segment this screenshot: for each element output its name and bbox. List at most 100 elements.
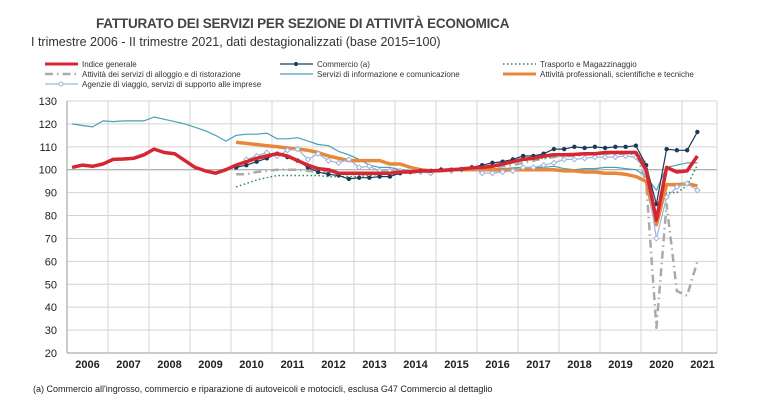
data-point bbox=[674, 148, 680, 153]
data-point bbox=[654, 201, 659, 207]
legend-label: Commercio (a) bbox=[317, 60, 370, 69]
legend-label: Attività dei servizi di alloggio e di ri… bbox=[82, 70, 241, 79]
x-tick-label: 2020 bbox=[649, 359, 673, 371]
data-point bbox=[254, 159, 259, 164]
y-tick-label: 20 bbox=[45, 348, 57, 360]
data-point bbox=[591, 153, 599, 161]
y-tick-label: 50 bbox=[45, 279, 57, 291]
data-point bbox=[490, 160, 495, 166]
data-point bbox=[519, 164, 527, 171]
data-point bbox=[592, 144, 598, 150]
data-point bbox=[571, 156, 578, 163]
data-point bbox=[315, 169, 321, 175]
data-point bbox=[633, 143, 639, 148]
data-point bbox=[489, 169, 496, 177]
y-tick-label: 40 bbox=[45, 302, 57, 314]
data-point bbox=[325, 157, 332, 164]
data-point bbox=[366, 163, 373, 170]
data-point bbox=[244, 162, 249, 168]
data-point bbox=[294, 145, 301, 153]
x-tick-label: 2011 bbox=[281, 359, 305, 371]
data-point bbox=[694, 187, 701, 194]
legend-marker bbox=[294, 62, 298, 66]
data-point bbox=[314, 150, 322, 157]
legend-label: Trasporto e Magazzinaggio bbox=[540, 60, 637, 69]
data-point bbox=[356, 175, 362, 180]
data-point bbox=[622, 152, 629, 160]
x-tick-label: 2018 bbox=[567, 359, 591, 371]
legend-label: Servizi di informazione e comunicazione bbox=[317, 70, 460, 79]
series-line-4 bbox=[72, 116, 698, 191]
data-point bbox=[346, 176, 352, 182]
x-tick-label: 2015 bbox=[444, 359, 468, 371]
series-line-5 bbox=[235, 140, 698, 227]
y-tick-label: 80 bbox=[45, 211, 57, 223]
data-point bbox=[582, 145, 587, 151]
x-tick-label: 2012 bbox=[321, 359, 345, 371]
series-line-0 bbox=[71, 147, 699, 222]
data-point bbox=[581, 155, 588, 162]
y-tick-label: 130 bbox=[39, 96, 57, 108]
x-tick-label: 2007 bbox=[116, 359, 140, 371]
data-point bbox=[550, 159, 558, 167]
data-point bbox=[601, 153, 609, 161]
data-point bbox=[335, 159, 342, 167]
data-point bbox=[530, 164, 537, 171]
data-point bbox=[387, 174, 393, 179]
x-tick-label: 2006 bbox=[75, 359, 99, 371]
legend-label: Agenzie di viaggio, servizi di supporto … bbox=[82, 80, 262, 89]
y-tick-label: 30 bbox=[45, 325, 57, 337]
data-point bbox=[560, 156, 568, 163]
data-point bbox=[623, 144, 628, 150]
y-tick-label: 60 bbox=[45, 256, 57, 268]
data-point bbox=[551, 146, 557, 152]
data-point bbox=[613, 144, 618, 150]
data-point bbox=[602, 145, 608, 151]
data-point bbox=[653, 235, 660, 242]
chart-title: FATTURATO DEI SERVIZI PER SEZIONE DI ATT… bbox=[96, 16, 510, 31]
y-tick-label: 110 bbox=[39, 142, 57, 154]
data-point bbox=[499, 168, 506, 176]
legend-label: Indice generale bbox=[82, 60, 137, 69]
data-point bbox=[367, 175, 372, 180]
data-point bbox=[540, 161, 547, 169]
x-tick-label: 2008 bbox=[157, 359, 181, 371]
data-point bbox=[326, 172, 331, 177]
data-point bbox=[561, 146, 567, 152]
x-tick-label: 2019 bbox=[608, 359, 632, 371]
footnote: (a) Commercio all'ingrosso, commercio e … bbox=[33, 384, 493, 394]
data-point bbox=[509, 167, 517, 175]
data-point bbox=[284, 147, 291, 154]
chart-subtitle: I trimestre 2006 - II trimestre 2021, da… bbox=[31, 35, 441, 49]
x-tick-label: 2021 bbox=[690, 359, 714, 371]
x-tick-label: 2009 bbox=[198, 359, 222, 371]
data-point bbox=[572, 144, 577, 150]
data-point bbox=[345, 156, 353, 163]
series-line-3 bbox=[236, 152, 699, 330]
legend-marker bbox=[58, 81, 64, 87]
data-point bbox=[683, 180, 691, 187]
x-tick-label: 2016 bbox=[485, 359, 509, 371]
y-tick-label: 90 bbox=[45, 188, 57, 200]
data-point bbox=[664, 146, 669, 152]
x-tick-label: 2010 bbox=[239, 359, 263, 371]
data-point bbox=[673, 183, 681, 191]
x-tick-label: 2014 bbox=[403, 359, 428, 371]
series-line-2 bbox=[235, 150, 699, 219]
y-tick-label: 100 bbox=[39, 165, 57, 177]
data-point bbox=[612, 153, 619, 161]
data-point bbox=[695, 129, 700, 135]
data-point bbox=[304, 156, 312, 163]
legend-label: Attività professionali, scientifiche e t… bbox=[540, 70, 694, 79]
data-point bbox=[377, 174, 382, 179]
data-point bbox=[355, 164, 363, 171]
x-tick-label: 2013 bbox=[362, 359, 386, 371]
y-tick-label: 70 bbox=[45, 233, 57, 245]
x-tick-label: 2017 bbox=[526, 359, 550, 371]
data-point bbox=[478, 169, 486, 177]
data-point bbox=[684, 148, 690, 153]
y-tick-label: 120 bbox=[39, 119, 57, 131]
data-point bbox=[663, 194, 670, 201]
